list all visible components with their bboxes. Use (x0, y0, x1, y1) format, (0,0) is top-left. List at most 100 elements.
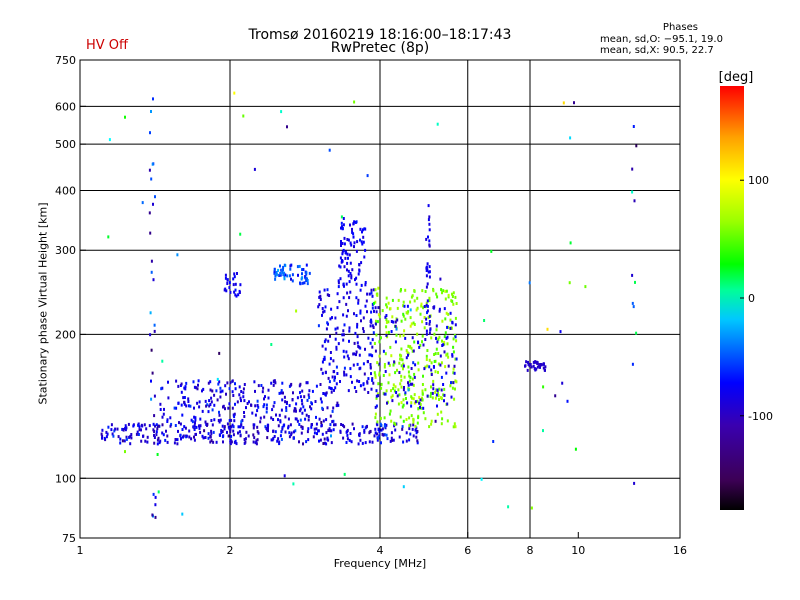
data-point (301, 276, 304, 280)
data-point (327, 429, 330, 432)
data-point (244, 440, 247, 444)
data-point (632, 305, 635, 309)
data-point (400, 378, 403, 382)
data-point (364, 304, 367, 308)
data-point (319, 383, 322, 386)
data-point (410, 367, 413, 370)
data-point (387, 330, 390, 334)
data-point (289, 267, 292, 271)
data-point (234, 402, 236, 406)
data-point (307, 415, 310, 418)
data-point (239, 232, 242, 236)
data-point (187, 397, 190, 401)
data-point (219, 390, 222, 394)
data-point (311, 423, 313, 426)
data-point (153, 323, 156, 327)
data-point (149, 333, 152, 337)
data-point (230, 434, 233, 438)
data-point (407, 383, 410, 387)
data-point (297, 273, 299, 277)
data-point (430, 336, 433, 340)
data-point (235, 442, 238, 446)
axis-ticks: 1 2 4 6 8 10 16 75 100 200 300 400 500 600 750 (55, 54, 687, 557)
data-point (262, 405, 265, 409)
data-point (157, 424, 160, 428)
data-point (355, 353, 357, 357)
data-point (405, 349, 408, 353)
data-point (288, 431, 291, 435)
data-point (418, 401, 421, 405)
data-point (408, 424, 411, 428)
data-point (184, 387, 187, 391)
data-point (529, 363, 532, 366)
data-point (346, 291, 349, 295)
data-point (192, 380, 195, 384)
data-point (280, 408, 283, 412)
data-point (396, 394, 399, 398)
data-point (418, 395, 421, 399)
data-point (308, 396, 311, 399)
data-point (377, 286, 380, 290)
data-point (431, 396, 434, 400)
data-point (348, 438, 351, 442)
data-point (330, 441, 333, 445)
data-point (321, 371, 324, 375)
data-point (428, 358, 431, 362)
data-point (392, 383, 395, 387)
data-point (416, 441, 419, 445)
data-point (254, 389, 256, 393)
data-point (238, 393, 241, 397)
data-point (250, 403, 253, 407)
data-point (433, 353, 436, 356)
data-point (381, 432, 384, 436)
data-point (166, 440, 169, 444)
data-point (196, 387, 199, 391)
data-point (242, 391, 245, 395)
data-point (202, 436, 205, 440)
data-point (367, 391, 370, 394)
data-point (428, 314, 431, 318)
data-point (438, 309, 441, 313)
data-point (288, 435, 291, 439)
data-point (238, 289, 241, 293)
data-point (245, 406, 247, 410)
data-point (353, 245, 355, 249)
data-point (329, 334, 331, 338)
data-point (423, 367, 426, 371)
data-point (282, 391, 284, 395)
data-point (538, 363, 541, 367)
data-point (322, 419, 325, 423)
data-point (185, 434, 188, 438)
data-point (217, 382, 220, 386)
data-point (285, 406, 288, 410)
data-point (140, 423, 143, 427)
data-point (358, 345, 361, 349)
data-point (252, 433, 255, 437)
data-point (397, 388, 400, 392)
data-point (273, 271, 276, 275)
data-point (450, 326, 453, 330)
data-point (152, 278, 155, 282)
data-point (421, 392, 424, 396)
data-point (302, 405, 305, 409)
data-point (157, 490, 160, 494)
y-tick-label: 300 (55, 244, 76, 257)
data-point (438, 335, 441, 339)
data-point (525, 360, 528, 364)
data-point (124, 424, 127, 428)
data-point (305, 263, 308, 267)
data-point (284, 400, 287, 404)
data-point (435, 336, 437, 340)
data-point (154, 195, 156, 199)
data-point (239, 434, 242, 438)
data-point (398, 393, 401, 397)
data-point (402, 388, 405, 392)
data-point (380, 428, 383, 432)
data-point (569, 136, 572, 140)
data-point (195, 386, 198, 390)
data-point (412, 361, 415, 365)
data-point (425, 329, 428, 333)
data-point (355, 249, 358, 253)
data-point (320, 400, 323, 404)
data-point (303, 395, 306, 399)
